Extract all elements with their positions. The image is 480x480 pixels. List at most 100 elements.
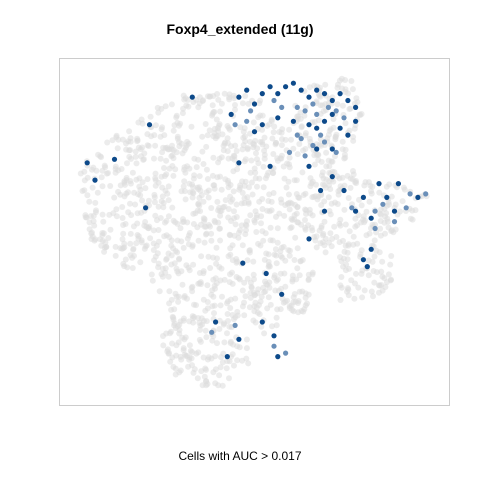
highlighted-cell-point — [290, 80, 296, 86]
background-cell-point — [332, 136, 339, 143]
background-cell-point — [229, 196, 236, 203]
background-cell-point — [107, 183, 114, 189]
background-cell-point — [214, 340, 220, 347]
background-cell-point — [193, 302, 199, 309]
highlighted-cell-point — [391, 208, 398, 214]
background-cell-point — [208, 205, 215, 211]
background-cell-point — [289, 307, 296, 313]
highlighted-cell-point — [353, 208, 359, 214]
highlighted-cell-point — [360, 194, 366, 200]
background-cell-point — [177, 318, 184, 325]
background-cell-point — [110, 210, 117, 217]
background-cell-point — [123, 140, 129, 147]
background-cell-point — [129, 169, 136, 176]
background-cell-point — [241, 195, 248, 202]
background-cell-point — [226, 375, 232, 382]
background-cell-point — [214, 91, 221, 97]
background-cell-point — [376, 189, 383, 196]
background-cell-point — [407, 215, 414, 222]
background-cell-point — [336, 239, 343, 246]
background-cell-point — [215, 382, 222, 389]
background-cell-point — [189, 194, 196, 201]
background-cell-point — [342, 221, 349, 228]
background-cell-point — [129, 265, 136, 271]
background-cell-point — [252, 299, 259, 306]
highlighted-cell-point — [306, 236, 312, 242]
background-cell-point — [314, 196, 321, 203]
background-cell-point — [218, 207, 225, 214]
background-cell-point — [99, 230, 106, 236]
background-cell-point — [203, 378, 209, 385]
background-cell-point — [112, 163, 119, 170]
highlighted-cell-point — [259, 91, 265, 97]
highlighted-cell-point — [240, 260, 246, 266]
background-cell-point — [284, 201, 291, 207]
background-cell-point — [278, 244, 285, 251]
background-cell-point — [165, 273, 172, 280]
background-cell-point — [130, 245, 137, 252]
background-cell-point — [107, 226, 114, 233]
background-cell-point — [354, 222, 361, 229]
background-cell-point — [361, 287, 368, 294]
background-cell-point — [318, 172, 325, 179]
background-cell-point — [128, 155, 134, 162]
background-cell-point — [163, 157, 170, 164]
background-cell-point — [169, 142, 175, 149]
background-cell-point — [204, 299, 211, 305]
background-cell-point — [219, 382, 226, 389]
background-cell-point — [197, 279, 204, 286]
background-cell-point — [263, 250, 270, 257]
background-cell-point — [294, 113, 301, 120]
background-cell-point — [180, 92, 187, 99]
background-cell-point — [337, 222, 344, 229]
x-axis-label: Cells with AUC > 0.017 — [178, 449, 302, 463]
background-cell-point — [176, 122, 182, 129]
background-cell-point — [286, 206, 293, 213]
background-cell-point — [162, 219, 168, 226]
background-cell-point — [231, 208, 237, 215]
background-cell-point — [239, 189, 246, 196]
background-cells — [77, 75, 430, 389]
chart-title: Foxp4_extended (11g) — [166, 21, 314, 37]
highlighted-cell-point — [213, 319, 219, 325]
background-cell-point — [161, 165, 167, 171]
background-cell-point — [296, 272, 303, 279]
highlighted-cell-point-light — [423, 191, 429, 197]
background-cell-point — [145, 197, 152, 204]
background-cell-point — [294, 151, 301, 158]
background-cell-point — [384, 218, 391, 225]
highlighted-cell-point — [353, 104, 359, 110]
background-cell-point — [350, 137, 357, 144]
background-cell-point — [215, 128, 222, 135]
background-cell-point — [217, 364, 224, 371]
background-cell-point — [159, 124, 166, 131]
background-cell-point — [185, 264, 192, 271]
background-cell-point — [218, 265, 225, 272]
highlighted-cell-point-light — [271, 343, 277, 349]
background-cell-point — [301, 112, 308, 119]
background-cell-point — [179, 281, 186, 288]
background-cell-point — [82, 214, 89, 221]
background-cell-point — [143, 223, 150, 230]
background-cell-point — [286, 126, 293, 133]
background-cell-point — [224, 311, 231, 317]
background-cell-point — [137, 186, 144, 193]
background-cell-point — [150, 240, 157, 247]
background-cell-point — [99, 167, 106, 174]
background-cell-point — [296, 141, 303, 147]
background-cell-point — [271, 123, 278, 130]
background-cell-point — [199, 148, 206, 155]
background-cell-point — [169, 204, 176, 211]
background-cell-point — [315, 91, 322, 98]
background-cell-point — [208, 230, 215, 237]
background-cell-point — [144, 131, 151, 138]
highlighted-cell-point — [321, 91, 328, 97]
background-cell-point — [237, 184, 244, 191]
background-cell-point — [139, 179, 146, 186]
background-cell-point — [177, 225, 184, 232]
background-cell-point — [217, 237, 224, 244]
background-cell-point — [358, 202, 365, 209]
background-cell-point — [208, 237, 215, 244]
background-cell-point — [382, 230, 388, 237]
background-cell-point — [216, 317, 223, 324]
